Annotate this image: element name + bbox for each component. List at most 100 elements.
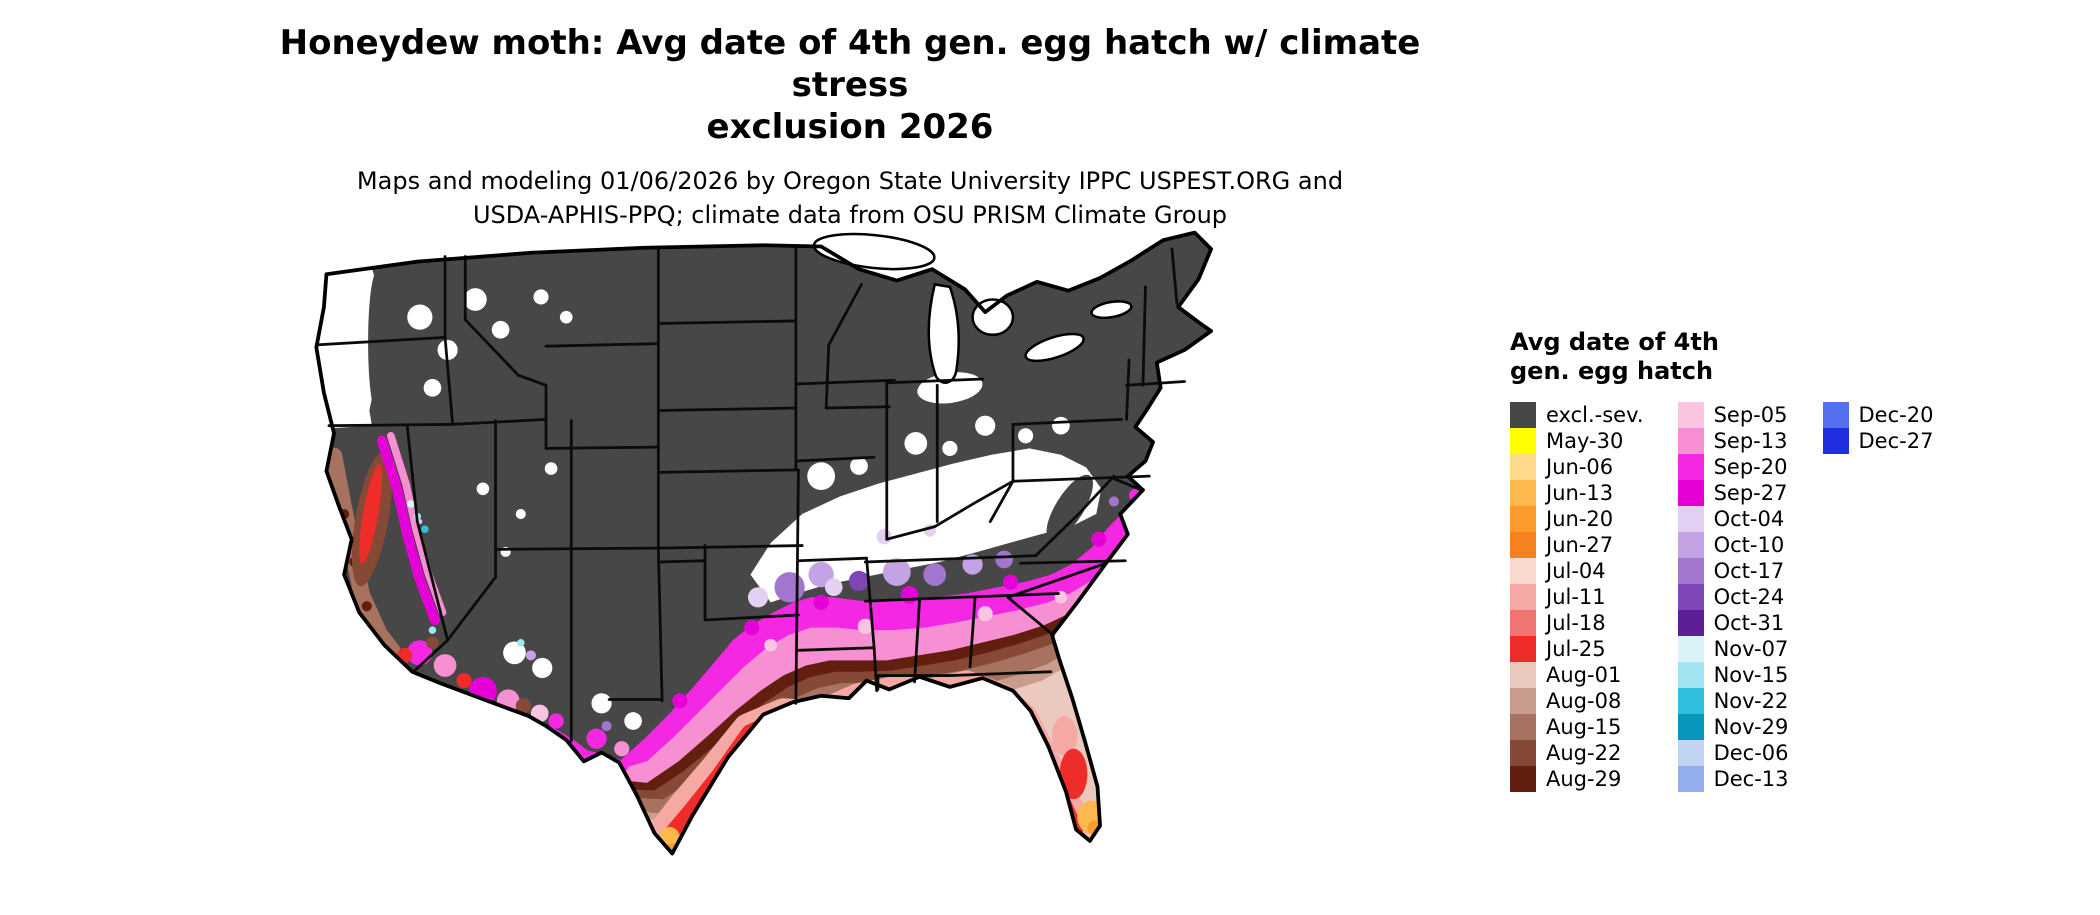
map-region-fills xyxy=(316,232,1212,854)
page-title-line1: Honeydew moth: Avg date of 4th gen. egg … xyxy=(279,23,1421,105)
legend-label-jun06: Jun-06 xyxy=(1546,455,1614,479)
legend-swatch-nov07 xyxy=(1677,636,1704,662)
legend-columns: excl.-sev. May-30 Jun-06 Jun-13 Jun-20 Jun-27… xyxy=(1510,402,1933,792)
us-outline xyxy=(314,230,1213,856)
legend-label-sep27: Sep-27 xyxy=(1713,481,1788,505)
legend-label-jun27: Jun-27 xyxy=(1546,533,1614,557)
legend-entry-nov22: Nov-22 xyxy=(1677,688,1789,714)
legend-entry-excl: excl.-sev. xyxy=(1510,402,1644,428)
legend-label-oct17: Oct-17 xyxy=(1713,559,1785,583)
legend-entry-jul18: Jul-18 xyxy=(1510,610,1644,636)
legend-swatch-nov15 xyxy=(1677,662,1704,688)
legend-label-oct24: Oct-24 xyxy=(1713,585,1785,609)
legend-label-nov07: Nov-07 xyxy=(1713,637,1789,661)
legend-label-jul04: Jul-04 xyxy=(1546,559,1606,583)
legend-label-excl: excl.-sev. xyxy=(1546,403,1644,427)
legend-swatch-aug08 xyxy=(1510,688,1536,714)
legend-entry-jun13: Jun-13 xyxy=(1510,480,1644,506)
legend-swatch-sep20 xyxy=(1677,454,1704,480)
page-title-line2: exclusion 2026 xyxy=(706,107,994,147)
legend-label-dec27: Dec-27 xyxy=(1858,429,1934,453)
legend-swatch-jul18 xyxy=(1510,610,1536,636)
subtitle-line2: USDA-APHIS-PPQ; climate data from OSU PR… xyxy=(472,201,1228,229)
legend-title-line2: gen. egg hatch xyxy=(1510,357,1714,385)
legend-title-line1: Avg date of 4th xyxy=(1510,328,1719,356)
legend-swatch-jun13 xyxy=(1510,480,1536,506)
legend-swatch-aug01 xyxy=(1510,662,1536,688)
legend: Avg date of 4th gen. egg hatch excl.-sev… xyxy=(1510,328,1933,792)
legend-entry-oct31: Oct-31 xyxy=(1677,610,1789,636)
legend-label-jul25: Jul-25 xyxy=(1546,637,1606,661)
legend-entry-sep27: Sep-27 xyxy=(1677,480,1789,506)
legend-label-aug15: Aug-15 xyxy=(1546,715,1622,739)
header: Honeydew moth: Avg date of 4th gen. egg … xyxy=(260,22,1440,232)
legend-entry-dec06: Dec-06 xyxy=(1677,740,1789,766)
legend-entry-sep13: Sep-13 xyxy=(1677,428,1789,454)
appalachian-excluded-ridge xyxy=(1046,474,1094,541)
legend-entry-jul25: Jul-25 xyxy=(1510,636,1644,662)
lake-erie xyxy=(1024,332,1085,363)
legend-label-aug08: Aug-08 xyxy=(1546,689,1622,713)
legend-label-sep05: Sep-05 xyxy=(1713,403,1788,427)
legend-entry-jun06: Jun-06 xyxy=(1510,454,1644,480)
legend-entry-nov15: Nov-15 xyxy=(1677,662,1789,688)
legend-label-jul18: Jul-18 xyxy=(1546,611,1606,635)
legend-swatch-dec13 xyxy=(1677,766,1704,792)
legend-label-sep20: Sep-20 xyxy=(1713,455,1788,479)
legend-swatch-jun06 xyxy=(1510,454,1536,480)
legend-label-dec06: Dec-06 xyxy=(1713,741,1789,765)
legend-entry-oct04: Oct-04 xyxy=(1677,506,1789,532)
legend-swatch-jul11 xyxy=(1510,584,1536,610)
legend-swatch-aug22 xyxy=(1510,740,1536,766)
legend-label-aug29: Aug-29 xyxy=(1546,767,1622,791)
legend-swatch-dec20 xyxy=(1822,402,1849,428)
legend-swatch-may30 xyxy=(1510,428,1536,454)
legend-column-3: Dec-20 Dec-27 xyxy=(1822,402,1934,454)
legend-swatch-sep27 xyxy=(1677,480,1704,506)
us-map xyxy=(314,230,1213,856)
legend-entry-dec13: Dec-13 xyxy=(1677,766,1789,792)
legend-entry-oct24: Oct-24 xyxy=(1677,584,1789,610)
legend-entry-aug29: Aug-29 xyxy=(1510,766,1644,792)
legend-swatch-excl xyxy=(1510,402,1536,428)
legend-entry-oct10: Oct-10 xyxy=(1677,532,1789,558)
legend-entry-dec20: Dec-20 xyxy=(1822,402,1934,428)
legend-label-oct31: Oct-31 xyxy=(1713,611,1785,635)
legend-label-nov29: Nov-29 xyxy=(1713,715,1789,739)
legend-label-jun13: Jun-13 xyxy=(1546,481,1614,505)
legend-label-aug22: Aug-22 xyxy=(1546,741,1622,765)
legend-label-dec20: Dec-20 xyxy=(1858,403,1934,427)
lake-ontario xyxy=(1090,300,1133,320)
legend-label-jul11: Jul-11 xyxy=(1546,585,1606,609)
state-borders xyxy=(314,246,1186,743)
legend-swatch-sep13 xyxy=(1677,428,1704,454)
legend-swatch-jul04 xyxy=(1510,558,1536,584)
legend-label-sep13: Sep-13 xyxy=(1713,429,1788,453)
legend-swatch-oct24 xyxy=(1677,584,1704,610)
legend-entry-may30: May-30 xyxy=(1510,428,1644,454)
legend-entry-aug22: Aug-22 xyxy=(1510,740,1644,766)
subtitle: Maps and modeling 01/06/2026 by Oregon S… xyxy=(260,164,1440,232)
legend-swatch-jun27 xyxy=(1510,532,1536,558)
legend-entry-sep05: Sep-05 xyxy=(1677,402,1789,428)
legend-label-dec13: Dec-13 xyxy=(1713,767,1789,791)
legend-entry-aug15: Aug-15 xyxy=(1510,714,1644,740)
map-panel xyxy=(228,196,1490,915)
legend-entry-nov29: Nov-29 xyxy=(1677,714,1789,740)
lake-michigan xyxy=(927,282,960,384)
legend-entry-aug01: Aug-01 xyxy=(1510,662,1644,688)
legend-swatch-aug29 xyxy=(1510,766,1536,792)
subtitle-line1: Maps and modeling 01/06/2026 by Oregon S… xyxy=(356,167,1344,195)
legend-entry-dec27: Dec-27 xyxy=(1822,428,1934,454)
legend-entry-nov07: Nov-07 xyxy=(1677,636,1789,662)
legend-column-1: excl.-sev. May-30 Jun-06 Jun-13 Jun-20 Jun-27… xyxy=(1510,402,1644,792)
legend-column-2: Sep-05 Sep-13 Sep-20 Sep-27 Oct-04 Oct-10 Oct-… xyxy=(1677,402,1789,792)
legend-swatch-dec27 xyxy=(1822,428,1849,454)
legend-label-aug01: Aug-01 xyxy=(1546,663,1622,687)
legend-swatch-oct31 xyxy=(1677,610,1704,636)
legend-entry-jun27: Jun-27 xyxy=(1510,532,1644,558)
legend-label-nov15: Nov-15 xyxy=(1713,663,1789,687)
sep05-patches xyxy=(764,590,1068,652)
legend-entry-oct17: Oct-17 xyxy=(1677,558,1789,584)
legend-swatch-dec06 xyxy=(1677,740,1704,766)
